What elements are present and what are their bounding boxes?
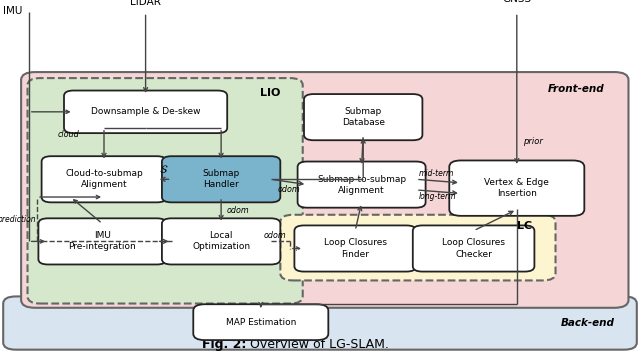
Text: Fig. 2:: Fig. 2: (202, 338, 246, 351)
Text: Overview of LG-SLAM.: Overview of LG-SLAM. (246, 338, 389, 351)
FancyBboxPatch shape (193, 304, 328, 340)
Text: odom: odom (227, 206, 249, 215)
Text: MAP Estimation: MAP Estimation (226, 318, 296, 327)
FancyBboxPatch shape (413, 225, 534, 272)
Text: IMU
Pre-integration: IMU Pre-integration (68, 231, 136, 251)
FancyBboxPatch shape (28, 78, 303, 304)
Text: prediction: prediction (0, 215, 35, 224)
FancyBboxPatch shape (162, 156, 280, 202)
FancyBboxPatch shape (21, 72, 628, 308)
FancyBboxPatch shape (162, 218, 280, 264)
FancyBboxPatch shape (298, 162, 426, 208)
Text: LIO: LIO (260, 88, 280, 98)
Text: Local
Optimization: Local Optimization (192, 231, 250, 251)
Text: $\mathcal{S}$: $\mathcal{S}$ (159, 163, 169, 175)
Text: Loop Closures
Finder: Loop Closures Finder (324, 239, 387, 258)
FancyBboxPatch shape (280, 215, 556, 280)
Text: Cloud-to-submap
Alignment: Cloud-to-submap Alignment (65, 169, 143, 189)
Text: Downsample & De-skew: Downsample & De-skew (91, 107, 200, 116)
FancyBboxPatch shape (64, 91, 227, 133)
Text: Submap
Handler: Submap Handler (202, 169, 240, 189)
FancyBboxPatch shape (38, 218, 166, 264)
Text: odom: odom (264, 231, 287, 240)
Text: Loop Closures
Checker: Loop Closures Checker (442, 239, 505, 258)
Text: IMU: IMU (3, 6, 22, 16)
Text: odom: odom (278, 185, 300, 193)
FancyBboxPatch shape (294, 225, 416, 272)
Text: Front-end: Front-end (548, 84, 605, 94)
Text: prior: prior (524, 137, 543, 147)
Text: Submap
Database: Submap Database (342, 107, 385, 127)
Text: cloud: cloud (58, 130, 79, 138)
Text: LiDAR: LiDAR (130, 0, 161, 7)
Text: LC: LC (517, 222, 532, 231)
FancyBboxPatch shape (42, 156, 166, 202)
Text: long-term: long-term (419, 192, 457, 201)
Text: Submap-to-submap
Alignment: Submap-to-submap Alignment (317, 175, 406, 195)
Text: mid-term: mid-term (419, 169, 454, 178)
FancyBboxPatch shape (3, 296, 637, 350)
Text: GNSS: GNSS (502, 0, 531, 4)
Text: Back-end: Back-end (561, 318, 614, 328)
Text: Vertex & Edge
Insertion: Vertex & Edge Insertion (484, 178, 549, 198)
FancyBboxPatch shape (449, 160, 584, 216)
FancyBboxPatch shape (304, 94, 422, 140)
